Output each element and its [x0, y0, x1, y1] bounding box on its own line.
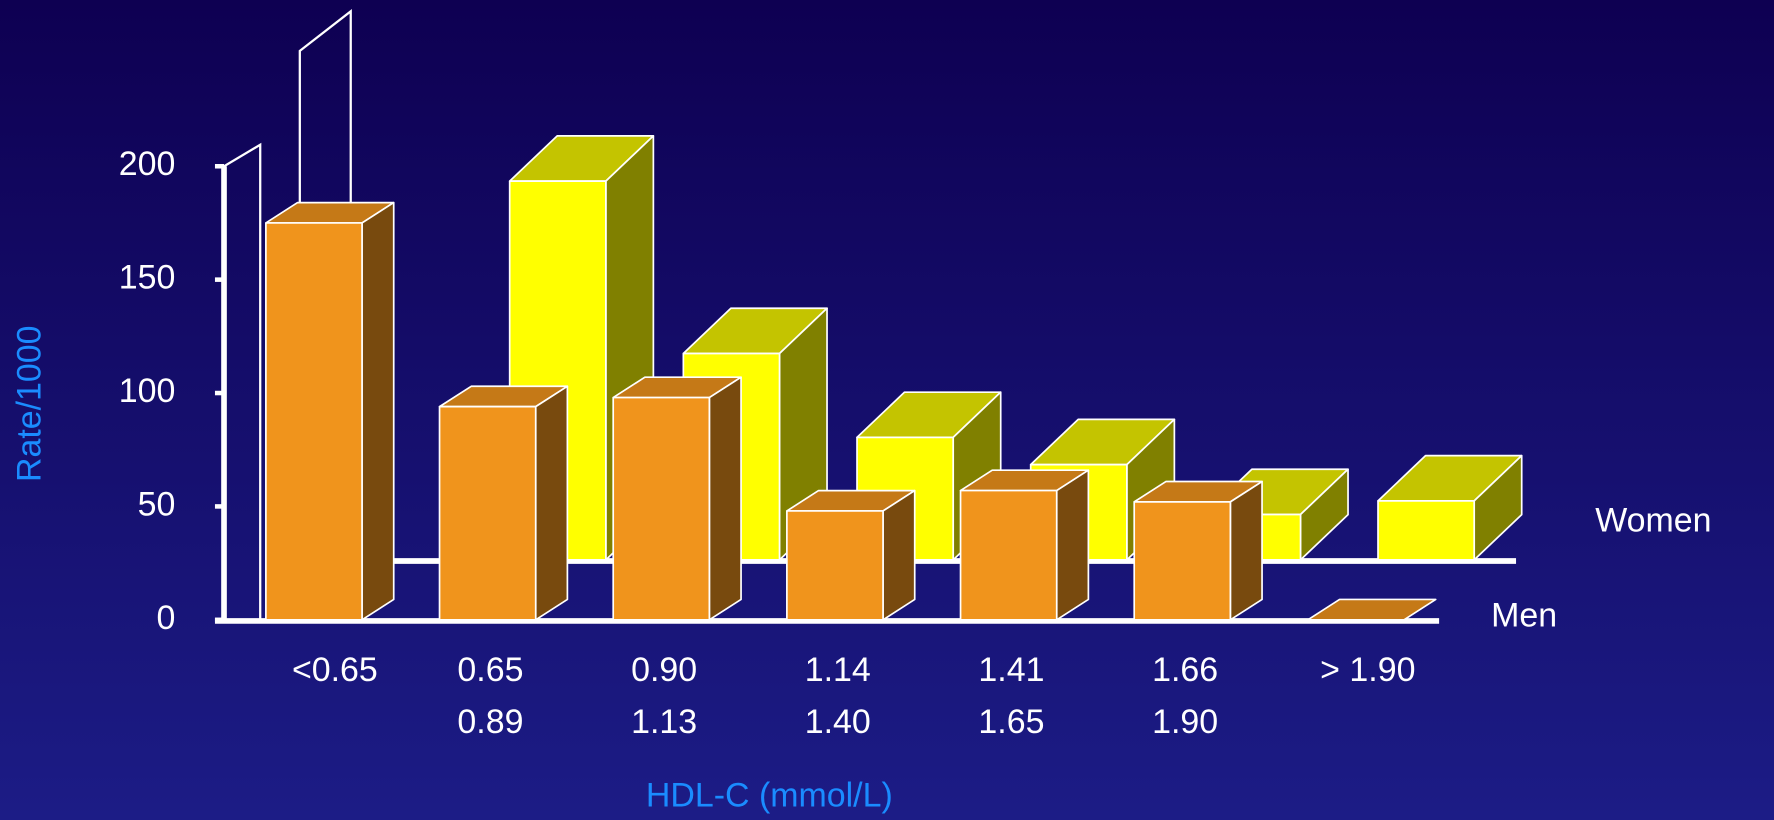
legend-label: Women: [1595, 502, 1711, 540]
bar-front: [786, 510, 884, 621]
y-tick-label: 50: [138, 485, 176, 523]
bar-front: [959, 489, 1058, 621]
bar-side: [361, 201, 395, 621]
x-tick-label: 1.14: [805, 651, 871, 689]
bar-side: [882, 489, 916, 621]
x-tick-label: 1.13: [631, 703, 697, 741]
x-tick-label: 0.65: [457, 651, 523, 689]
legend-label: Men: [1491, 597, 1557, 635]
x-tick-label: > 1.90: [1320, 651, 1415, 689]
bar-side: [534, 385, 569, 621]
bar-side: [1055, 469, 1090, 621]
x-tick-label: 0.90: [631, 651, 697, 689]
x-tick-label: 0.89: [457, 703, 523, 741]
y-tick-label: 150: [119, 259, 176, 297]
x-tick-label: 1.41: [978, 651, 1044, 689]
x-tick-label: 1.65: [978, 703, 1044, 741]
bar-front: [1377, 500, 1476, 561]
y-axis-title: Rate/1000: [11, 326, 49, 483]
y-tick-label: 100: [119, 372, 176, 410]
x-tick-label: 1.66: [1152, 651, 1218, 689]
y-tick-label: 200: [119, 145, 176, 183]
x-tick-label: 1.40: [805, 703, 871, 741]
bar-front: [438, 405, 537, 621]
x-axis-title: HDL-C (mmol/L): [646, 776, 893, 814]
x-tick-label: 1.90: [1152, 703, 1218, 741]
bar: [612, 376, 742, 621]
bar: [438, 385, 569, 621]
bar-front: [612, 396, 711, 621]
bar-top: [1307, 598, 1437, 621]
bar: [265, 201, 395, 621]
bar-front: [265, 222, 363, 621]
bar-front: [1133, 501, 1232, 621]
bar: [1377, 454, 1523, 561]
bar-side: [1229, 480, 1263, 621]
bar: [1133, 480, 1263, 621]
x-tick-label: <0.65: [292, 651, 378, 689]
bar: [959, 469, 1090, 621]
y-tick-label: 0: [156, 599, 175, 637]
bar: [786, 489, 916, 621]
bar-side: [708, 376, 742, 621]
bar: [1307, 598, 1437, 621]
